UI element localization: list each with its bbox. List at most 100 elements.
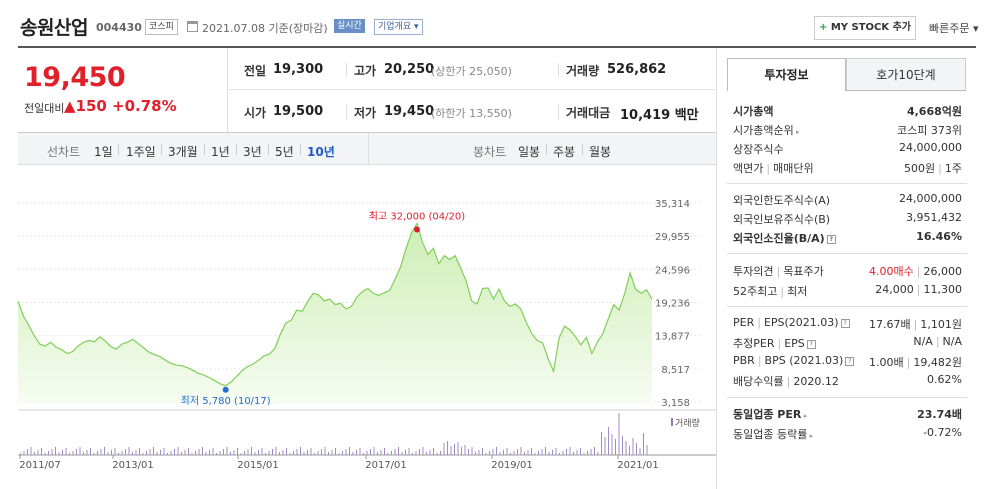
- tab-1d[interactable]: 1일: [94, 145, 113, 159]
- volume-bar: [562, 451, 564, 455]
- volume-bar: [300, 447, 301, 455]
- tab-weekly[interactable]: 주봉: [553, 145, 576, 159]
- volume-bar: [548, 452, 550, 455]
- volume-bar: [34, 452, 35, 455]
- face-value-label: 액면가 | 매매단위: [733, 162, 814, 175]
- face-value-value: 500원 | 1주: [904, 162, 962, 175]
- help-icon[interactable]: ?: [826, 234, 836, 244]
- x-tick-label: 2019/01: [491, 460, 533, 471]
- volume-bar: [573, 452, 574, 455]
- volume-value: 526,862: [607, 62, 667, 77]
- volume-bar: [223, 449, 224, 455]
- tab-divider: [161, 144, 162, 155]
- stock-code: 004430: [96, 21, 142, 34]
- price-line: [17, 222, 653, 387]
- volume-bar: [296, 449, 298, 455]
- volume-bar: [324, 447, 326, 455]
- volume-bar: [83, 452, 84, 455]
- change-amount: ▲150: [64, 97, 107, 115]
- volume-bar: [69, 453, 70, 455]
- shares-row: 상장주식수 24,000,000: [733, 141, 962, 159]
- volume-bar: [643, 433, 644, 455]
- amount-label: 거래대금: [566, 106, 611, 120]
- volume-bar: [65, 448, 67, 455]
- volume-bar: [177, 447, 179, 455]
- price-chart[interactable]: 35,314 29,955 24,596 19,236 13,877 8,517 3,158…: [0, 166, 716, 489]
- volume-bar: [387, 453, 389, 455]
- volume-bar: [356, 450, 357, 455]
- triangle-right-icon: ▸: [807, 432, 814, 440]
- help-icon[interactable]: ?: [845, 356, 855, 366]
- foreign-limit-row: 외국인한도주식수(A) 24,000,000: [733, 192, 962, 210]
- volume-bar: [279, 452, 280, 455]
- x-tick-label: 2011/07: [19, 460, 61, 471]
- tab-order-book[interactable]: 호가10단계: [846, 58, 966, 91]
- volume-bar: [391, 451, 392, 455]
- quick-order-button[interactable]: 빠른주문 ▾: [929, 22, 979, 35]
- tab-10y[interactable]: 10년: [307, 145, 335, 159]
- market-cap-row: 시가총액 4,668억원: [733, 103, 962, 121]
- pbr-label: PBR | BPS (2021.03)?: [733, 354, 855, 367]
- mystock-add-button[interactable]: + MY STOCK 추가: [814, 16, 916, 40]
- volume-bar: [555, 448, 557, 455]
- x-tick-label: 2017/01: [365, 460, 407, 471]
- volume-bar: [552, 450, 553, 455]
- volume-bar: [79, 447, 81, 455]
- volume-bar: [485, 453, 487, 455]
- volume-bar: [258, 450, 259, 455]
- volume-bar: [93, 453, 95, 455]
- volume-bar: [468, 449, 469, 455]
- est-per-label: 추정PER | EPS?: [733, 335, 816, 351]
- tab-monthly[interactable]: 월봉: [589, 145, 612, 159]
- volume-bar: [503, 450, 504, 455]
- volume-bar: [247, 449, 249, 455]
- volume-bar: [170, 451, 172, 455]
- tab-5y[interactable]: 5년: [275, 145, 294, 159]
- volume-bar: [128, 447, 130, 455]
- foreign-ratio-value: 16.46%: [916, 230, 962, 243]
- tab-1w[interactable]: 1주일: [126, 145, 156, 159]
- industry-per-label[interactable]: 동일업종 PER ▸: [733, 408, 808, 421]
- volume-bar: [450, 446, 452, 455]
- tab-3y[interactable]: 3년: [243, 145, 262, 159]
- volume-bar: [37, 450, 39, 455]
- volume-bar: [587, 451, 588, 455]
- volume-bar: [286, 448, 287, 455]
- volume-bar: [321, 449, 322, 455]
- face-value-row: 액면가 | 매매단위 500원 | 1주: [733, 160, 962, 178]
- company-overview-button[interactable]: 기업개요 ▾: [374, 19, 423, 35]
- volume-bar: [349, 447, 350, 455]
- y-tick-label: 35,314: [655, 199, 690, 210]
- volume-bar: [373, 447, 375, 455]
- volume-bar: [198, 449, 200, 455]
- volume-bar: [181, 452, 182, 455]
- dividend-label: 배당수익률 | 2020.12: [733, 375, 839, 388]
- tab-1y[interactable]: 1년: [211, 145, 230, 159]
- tab-investment-info[interactable]: 투자정보: [727, 58, 846, 91]
- volume-bar: [125, 449, 126, 455]
- tab-divider: [204, 144, 205, 155]
- candle-chart-label[interactable]: 봉차트: [473, 145, 507, 159]
- volume-bar: [254, 452, 256, 455]
- volume-bar: [212, 448, 214, 455]
- volume-bar: [492, 449, 494, 455]
- volume-bar: [531, 448, 532, 455]
- tab-3m[interactable]: 3개월: [168, 145, 198, 159]
- industry-change-label[interactable]: 동일업종 등락률 ▸: [733, 428, 814, 441]
- line-chart-label[interactable]: 선차트: [47, 145, 81, 159]
- volume-bar: [163, 448, 165, 455]
- help-icon[interactable]: ?: [806, 339, 816, 349]
- y-tick-label: 24,596: [655, 265, 690, 276]
- panel-divider: [716, 48, 717, 489]
- volume-bar: [240, 453, 242, 455]
- tab-daily[interactable]: 일봉: [518, 145, 541, 159]
- volume-bar: [282, 450, 284, 455]
- prev-close-label: 전일: [244, 64, 267, 78]
- volume-bar: [310, 448, 312, 455]
- volume-bar: [107, 452, 109, 455]
- tab-divider: [118, 144, 119, 155]
- week52-value: 24,000 | 11,300: [875, 283, 962, 296]
- realtime-button[interactable]: 실시간: [334, 19, 365, 33]
- foreign-limit-value: 24,000,000: [899, 192, 962, 205]
- help-icon[interactable]: ?: [840, 318, 850, 328]
